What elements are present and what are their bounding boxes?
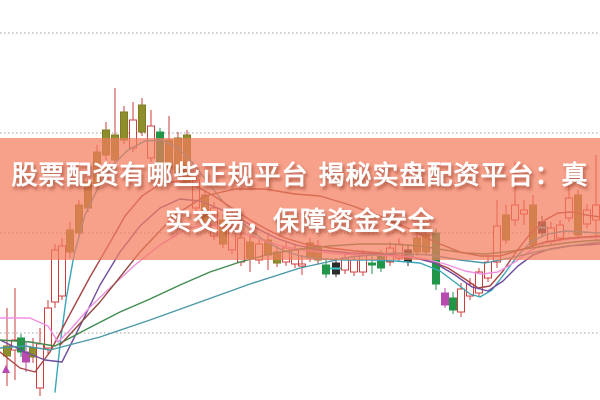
headline-line-1: 股票配资有哪些正规平台 揭秘实盘配资平台：真 bbox=[11, 161, 589, 191]
headline-line-2: 实交易，保障资金安全 bbox=[164, 207, 435, 237]
headline-overlay: 股票配资有哪些正规平台 揭秘实盘配资平台：真 实交易，保障资金安全 bbox=[0, 138, 600, 260]
